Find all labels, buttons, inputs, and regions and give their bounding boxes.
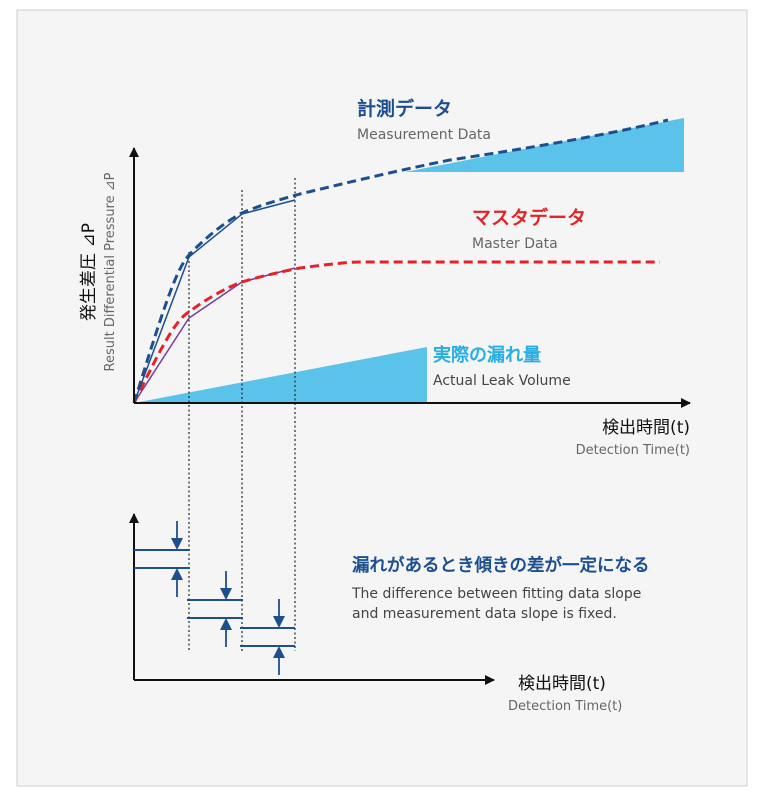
- measurement-fit-line: [133, 199, 296, 404]
- measurement-data-line: [132, 118, 669, 404]
- master-label-jp: マスタデータ: [472, 206, 586, 229]
- leak-label-en: Actual Leak Volume: [433, 373, 571, 389]
- measurement-label-en: Measurement Data: [357, 127, 491, 143]
- leak-volume-area: [134, 347, 427, 403]
- slope-gap-marker-3: [240, 599, 295, 675]
- caption-en-line-1: The difference between fitting data slop…: [351, 586, 641, 602]
- bottom-x-axis-label-jp: 検出時間(t): [518, 674, 606, 694]
- bottom-chart: 漏れがあるとき傾きの差が一定になる The difference between…: [129, 513, 650, 714]
- caption-en-line-2: and measurement data slope is fixed.: [352, 606, 617, 622]
- master-fit-line: [133, 267, 296, 404]
- top-chart: 発生差圧 ⊿P Result Differential Pressure ⊿P …: [79, 97, 691, 651]
- master-label-en: Master Data: [472, 236, 558, 252]
- master-data-line: [132, 260, 660, 404]
- y-axis-label-jp: 発生差圧 ⊿P: [79, 223, 99, 321]
- slope-gap-marker-1: [134, 521, 190, 597]
- top-x-axis-label-jp: 検出時間(t): [602, 418, 690, 438]
- top-x-axis-label-en: Detection Time(t): [576, 443, 690, 458]
- bottom-x-axis-label-en: Detection Time(t): [508, 699, 622, 714]
- leak-label-jp: 実際の漏れ量: [433, 344, 541, 366]
- caption-jp: 漏れがあるとき傾きの差が一定になる: [352, 555, 650, 576]
- measurement-label-jp: 計測データ: [357, 97, 452, 120]
- y-axis-label-en: Result Differential Pressure ⊿P: [103, 172, 118, 371]
- slope-gap-marker-2: [187, 571, 243, 647]
